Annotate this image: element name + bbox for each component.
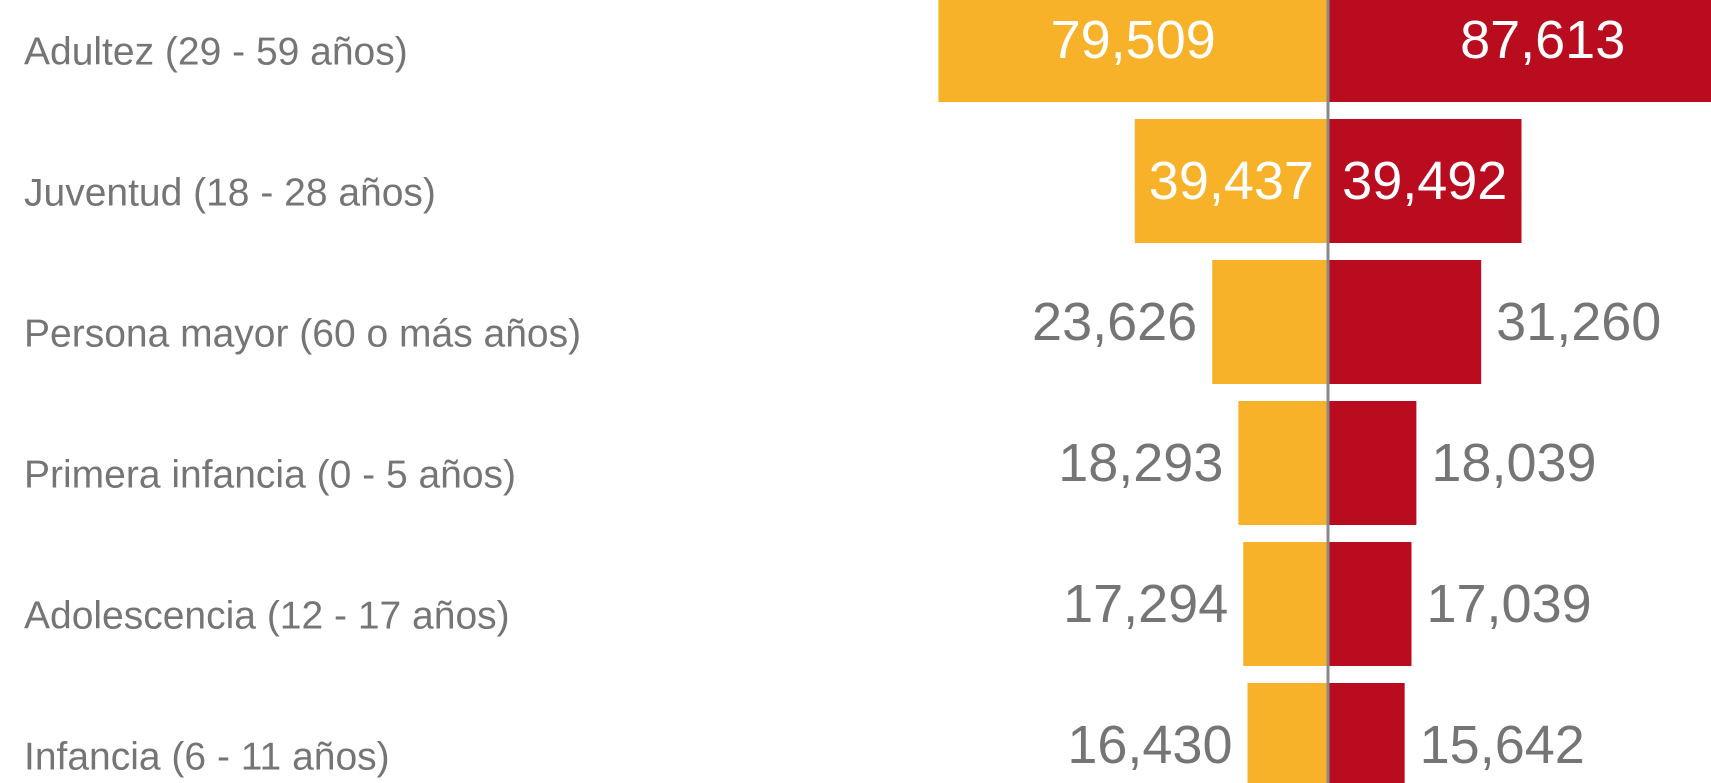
value-label: 18,039: [1431, 433, 1596, 493]
bar: [1328, 260, 1482, 384]
value-label: 17,294: [1063, 574, 1228, 634]
bar: [1247, 683, 1328, 783]
bar: [1328, 683, 1405, 783]
value-label: 15,642: [1420, 715, 1585, 775]
category-label: Juventud (18 - 28 años): [24, 172, 436, 215]
bar: [1243, 542, 1328, 666]
category-label: Infancia (6 - 11 años): [24, 736, 390, 779]
category-label: Adultez (29 - 59 años): [24, 31, 408, 74]
value-label: 87,613: [1460, 10, 1625, 70]
bar: [938, 0, 1328, 102]
category-label: Primera infancia (0 - 5 años): [24, 454, 516, 497]
bar: [1328, 0, 1711, 102]
bar: [1328, 119, 1522, 243]
category-label: Persona mayor (60 o más años): [24, 313, 581, 356]
value-label: 39,492: [1342, 151, 1507, 211]
bar: [1212, 260, 1328, 384]
value-label: 23,626: [1032, 292, 1197, 352]
category-label: Adolescencia (12 - 17 años): [24, 595, 510, 638]
bar: [1238, 401, 1328, 525]
value-label: 31,260: [1496, 292, 1661, 352]
bar: [1328, 401, 1417, 525]
value-label: 79,509: [1051, 10, 1216, 70]
value-label: 39,437: [1149, 151, 1314, 211]
value-label: 16,430: [1067, 715, 1232, 775]
value-label: 17,039: [1426, 574, 1591, 634]
value-label: 18,293: [1058, 433, 1223, 493]
bar: [1328, 542, 1412, 666]
bar: [1134, 119, 1328, 243]
